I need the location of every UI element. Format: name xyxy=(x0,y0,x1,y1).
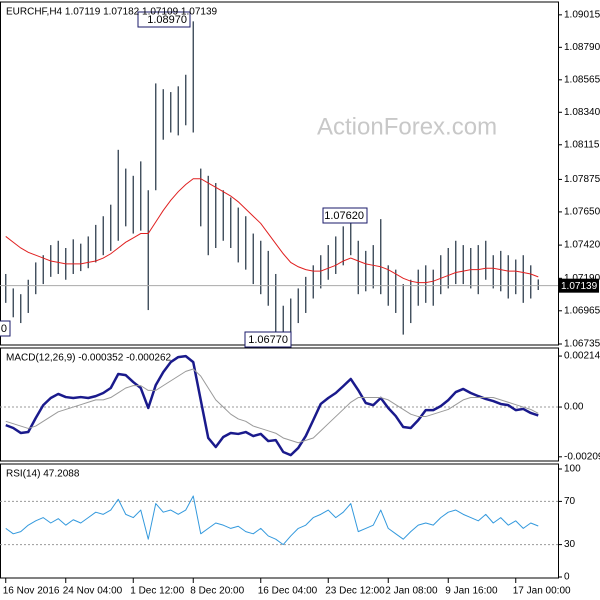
y-tick-label: 1.07190 xyxy=(564,273,600,284)
x-tick-label: 1 Dec 12:00 xyxy=(130,586,184,597)
y-tick-label: 1.08790 xyxy=(564,42,600,53)
panel-frame xyxy=(0,463,559,579)
annotation: 1.06770 xyxy=(248,334,288,346)
x-tick-label: 17 Jan 00:00 xyxy=(513,586,571,597)
x-tick-label: 23 Dec 12:00 xyxy=(325,586,385,597)
y-tick-label: 1.08340 xyxy=(564,107,600,118)
panel-frame xyxy=(0,347,559,462)
indicator-line xyxy=(5,354,539,457)
y-tick-label: 100 xyxy=(564,464,581,475)
annotation: 1.07620 xyxy=(324,210,364,222)
annotation: 0 xyxy=(1,323,7,335)
y-tick-label: 0 xyxy=(564,572,570,583)
y-tick-label: 1.06735 xyxy=(564,339,600,350)
y-tick-label: 1.07650 xyxy=(564,207,600,218)
x-tick-label: 8 Dec 20:00 xyxy=(190,586,244,597)
annotation: 1.08970 xyxy=(147,14,187,26)
annotation-box xyxy=(137,11,191,28)
y-tick-label: 0.002143 xyxy=(564,351,600,362)
x-tick-label: 16 Dec 04:00 xyxy=(258,586,318,597)
last-price-box xyxy=(559,278,599,293)
panel-title: RSI(14) 47.2088 xyxy=(6,469,80,480)
moving-average xyxy=(5,178,539,284)
y-tick-label: 30 xyxy=(564,539,576,550)
y-tick-label: 1.06965 xyxy=(564,305,600,316)
indicator-line xyxy=(5,495,539,546)
x-tick-label: 9 Jan 16:00 xyxy=(445,586,498,597)
indicator-line xyxy=(5,368,539,444)
panel-title: EURCHF,H4 1.07119 1.07182 1.07109 1.0713… xyxy=(6,7,218,18)
y-tick-label: 1.08115 xyxy=(564,139,600,150)
y-tick-label: 70 xyxy=(564,496,576,507)
last-price-label: 1.07139 xyxy=(561,281,598,292)
x-tick-label: 2 Jan 08:00 xyxy=(385,586,438,597)
y-tick-label: 0.00 xyxy=(564,402,584,413)
y-tick-label: 1.08565 xyxy=(564,74,600,85)
watermark: ActionForex.com xyxy=(317,113,497,140)
x-tick-label: 16 Nov 2016 xyxy=(3,586,60,597)
y-tick-label: -0.002092 xyxy=(564,451,600,462)
annotation-box xyxy=(244,331,292,348)
y-tick-label: 1.09015 xyxy=(564,9,600,20)
annotation-box xyxy=(322,207,368,224)
y-tick-label: 1.07875 xyxy=(564,174,600,185)
y-tick-label: 1.07420 xyxy=(564,240,600,251)
panel-title: MACD(12,26,9) -0.000352 -0.000262 xyxy=(6,353,172,364)
annotation-box xyxy=(0,320,11,337)
x-tick-label: 24 Nov 04:00 xyxy=(63,586,123,597)
